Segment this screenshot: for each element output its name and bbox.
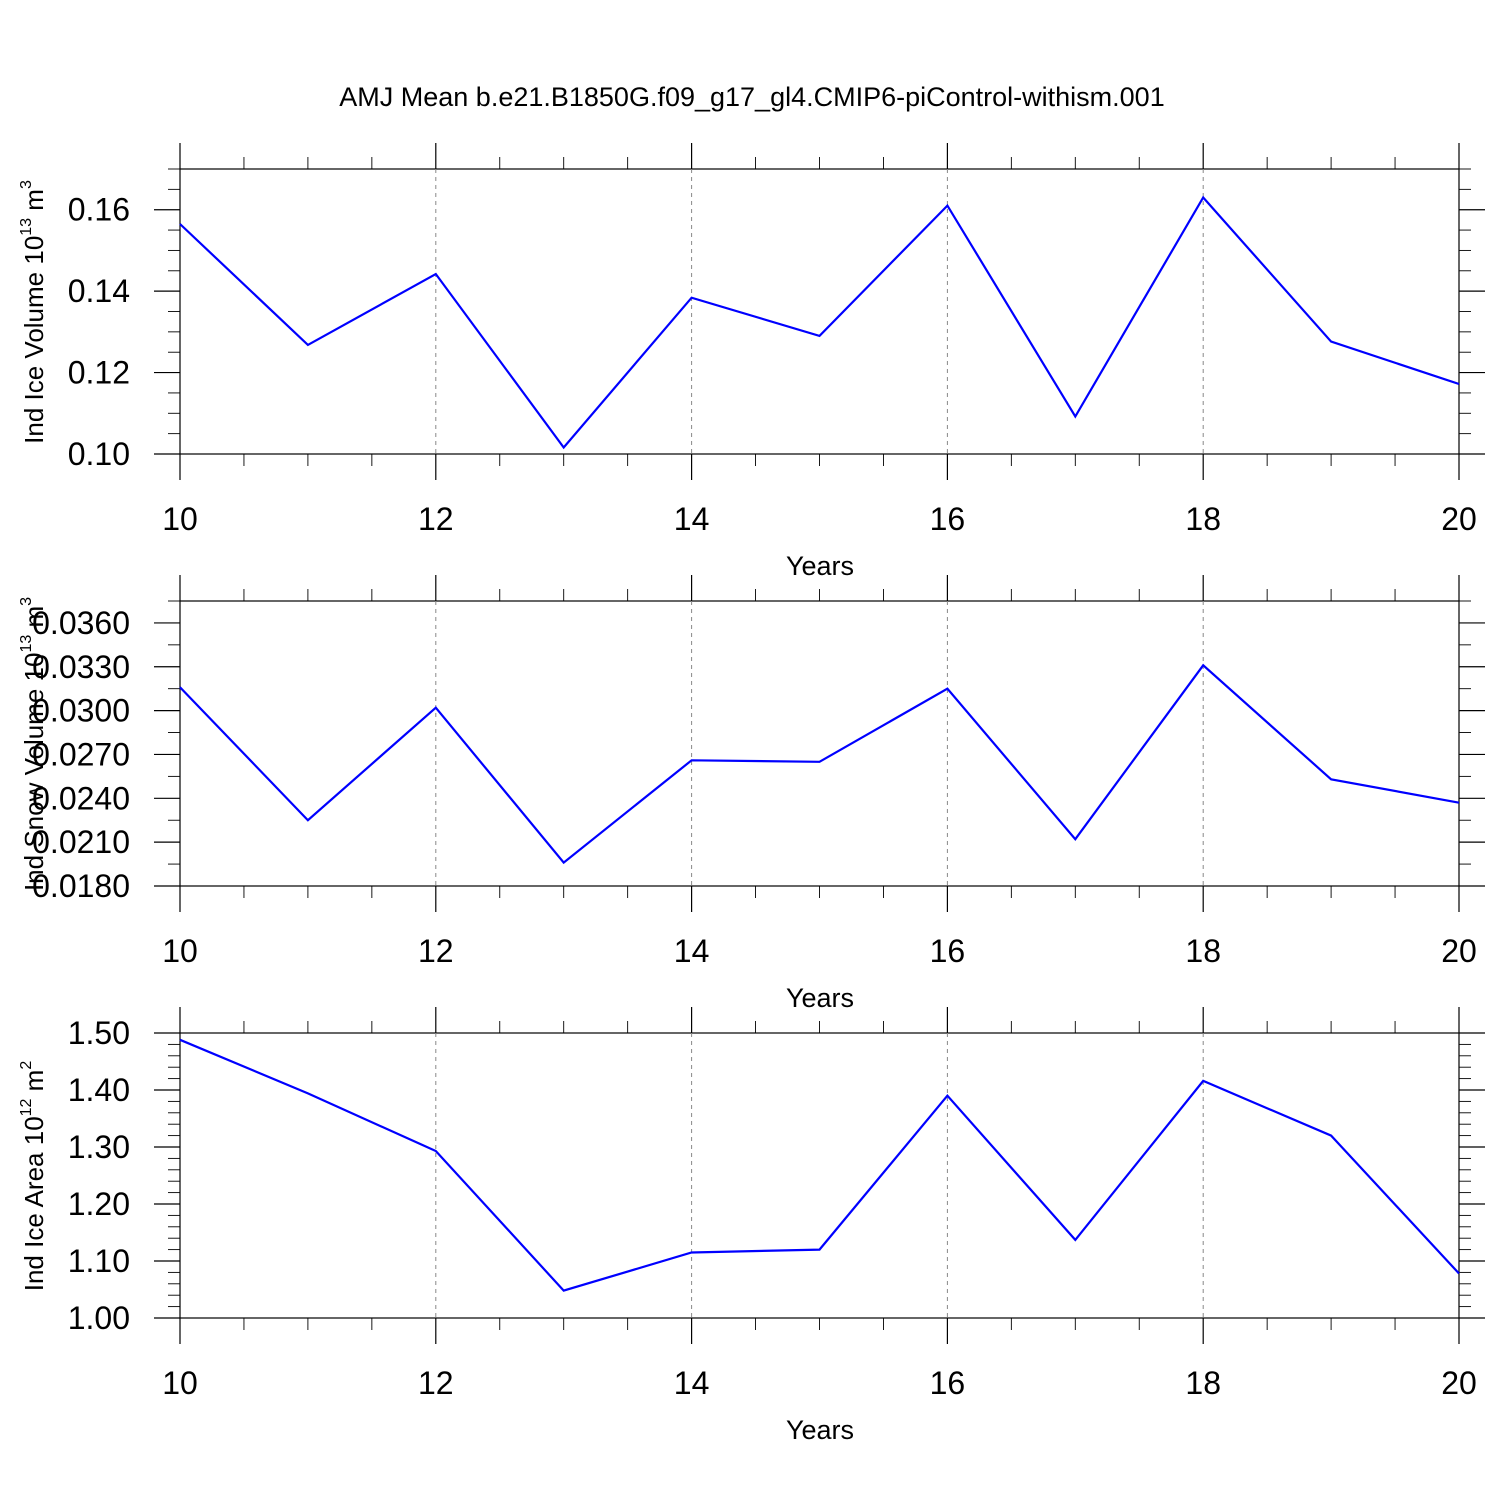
y-tick-label: 1.10	[68, 1243, 130, 1279]
y-tick-label: 0.10	[68, 436, 130, 472]
series-line	[179, 1038, 1460, 1292]
x-axis-label: Years	[786, 983, 854, 1013]
x-axis-label: Years	[786, 551, 854, 581]
y-tick-label: 1.30	[68, 1129, 130, 1165]
y-tick-label: 0.0180	[32, 868, 130, 904]
x-axis: 10 12 14 16 18 20 Years	[162, 143, 1477, 581]
y-tick-label: 0.0360	[32, 605, 130, 641]
y-axis: 0.0180 0.0210 0.0240 0.0270 0.0300 0.0330 0.03…	[18, 597, 1485, 904]
y-tick-label: 0.0240	[32, 780, 130, 816]
x-tick-label: 12	[418, 1365, 454, 1401]
plot-frame	[179, 1032, 1460, 1319]
y-tick-label: 0.0300	[32, 693, 130, 729]
y-axis-label: Ind Ice Volume 1013 m3	[18, 180, 49, 444]
plot-frame	[179, 168, 1460, 455]
y-axis-label: Ind Snow Volume 1013 m3	[18, 597, 49, 891]
figure-title: AMJ Mean b.e21.B1850G.f09_g17_gl4.CMIP6-…	[339, 82, 1164, 112]
x-tick-label: 16	[930, 1365, 966, 1401]
x-tick-label: 12	[418, 933, 454, 969]
y-tick-label: 0.12	[68, 355, 130, 391]
panel-1: 10 12 14 16 18 20 Years 0.10 0.12 0.14 0.16 Ind Ice…	[18, 143, 1485, 581]
x-axis: 10 12 14 16 18 20 Years	[162, 1007, 1477, 1445]
x-tick-label: 20	[1441, 1365, 1477, 1401]
y-tick-label: 1.50	[68, 1015, 130, 1051]
x-tick-label: 10	[162, 501, 198, 537]
series-line	[179, 663, 1460, 865]
y-tick-label: 0.0210	[32, 824, 130, 860]
panels: 10 12 14 16 18 20 Years 0.10 0.12 0.14 0.16 Ind Ice…	[18, 143, 1485, 1445]
x-axis-label: Years	[786, 1415, 854, 1445]
x-tick-label: 12	[418, 501, 454, 537]
x-tick-label: 14	[674, 1365, 710, 1401]
y-tick-label: 1.20	[68, 1186, 130, 1222]
x-tick-label: 20	[1441, 501, 1477, 537]
y-axis: 1.00 1.10 1.20 1.30 1.40 1.50 Ind Ice Area 101…	[18, 1015, 1485, 1336]
x-axis: 10 12 14 16 18 20 Years	[162, 575, 1477, 1013]
x-tick-label: 10	[162, 933, 198, 969]
x-tick-label: 20	[1441, 933, 1477, 969]
x-tick-label: 16	[930, 501, 966, 537]
y-tick-label: 0.0330	[32, 649, 130, 685]
y-tick-label: 0.0270	[32, 736, 130, 772]
series-line	[179, 195, 1460, 450]
panel-3: 10 12 14 16 18 20 Years 1.00 1.10 1.20 1.30 1.40 1.5…	[18, 1007, 1485, 1445]
y-axis-label: Ind Ice Area 1012 m2	[18, 1061, 49, 1292]
x-tick-label: 18	[1185, 1365, 1221, 1401]
y-tick-label: 1.00	[68, 1300, 130, 1336]
x-tick-label: 10	[162, 1365, 198, 1401]
y-axis: 0.10 0.12 0.14 0.16 Ind Ice Volume 1013 m3	[18, 168, 1485, 472]
label-clip-mask	[0, 560, 18, 576]
x-tick-label: 14	[674, 933, 710, 969]
y-tick-label: 1.40	[68, 1072, 130, 1108]
y-tick-label: 0.16	[68, 192, 130, 228]
x-tick-label: 14	[674, 501, 710, 537]
y-tick-label: 0.14	[68, 273, 130, 309]
x-tick-label: 18	[1185, 933, 1221, 969]
x-tick-label: 16	[930, 933, 966, 969]
plot-frame	[179, 600, 1460, 887]
x-tick-label: 18	[1185, 501, 1221, 537]
panel-2: 10 12 14 16 18 20 Years 0.0180 0.0210 0.0240 0.027…	[18, 575, 1485, 1013]
